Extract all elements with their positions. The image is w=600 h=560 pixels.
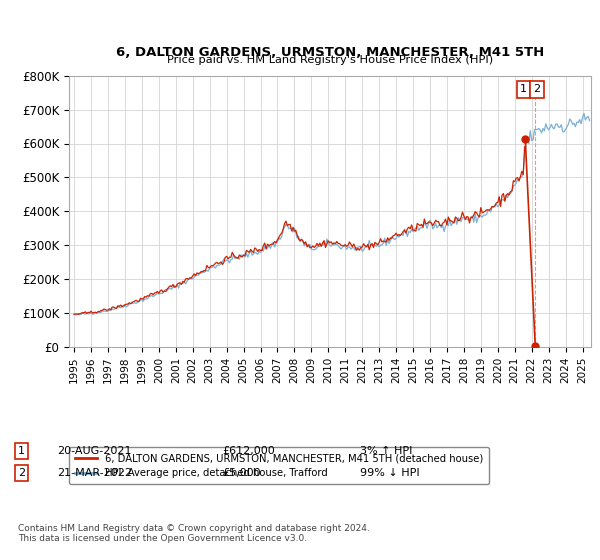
Text: 99% ↓ HPI: 99% ↓ HPI (360, 468, 419, 478)
Text: £5,000: £5,000 (222, 468, 260, 478)
Text: 1: 1 (18, 446, 25, 456)
Text: 20-AUG-2021: 20-AUG-2021 (57, 446, 131, 456)
Text: 2: 2 (18, 468, 25, 478)
Text: 3% ↑ HPI: 3% ↑ HPI (360, 446, 412, 456)
Text: 21-MAR-2022: 21-MAR-2022 (57, 468, 132, 478)
Legend: 6, DALTON GARDENS, URMSTON, MANCHESTER, M41 5TH (detached house), HPI: Average p: 6, DALTON GARDENS, URMSTON, MANCHESTER, … (69, 447, 489, 484)
Title: 6, DALTON GARDENS, URMSTON, MANCHESTER, M41 5TH: 6, DALTON GARDENS, URMSTON, MANCHESTER, … (116, 46, 544, 59)
Text: £612,000: £612,000 (222, 446, 275, 456)
Text: 1: 1 (520, 84, 527, 94)
Text: Contains HM Land Registry data © Crown copyright and database right 2024.
This d: Contains HM Land Registry data © Crown c… (18, 524, 370, 543)
Text: 2: 2 (533, 84, 541, 94)
Text: Price paid vs. HM Land Registry's House Price Index (HPI): Price paid vs. HM Land Registry's House … (167, 55, 493, 65)
